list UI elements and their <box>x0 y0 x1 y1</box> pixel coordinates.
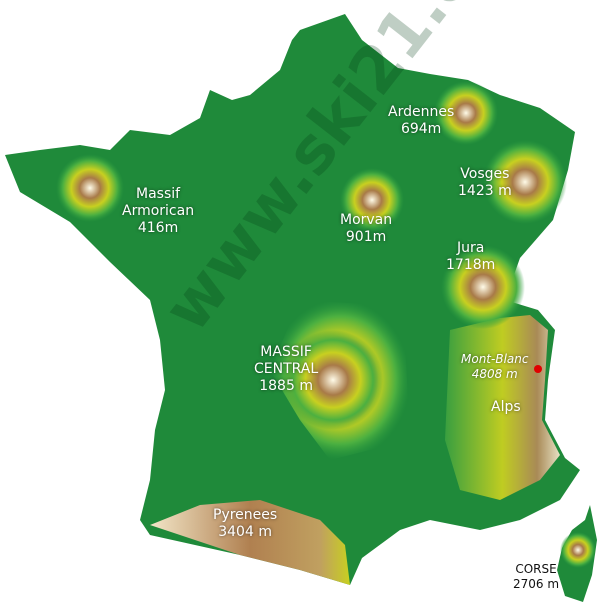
region-altitude: 1423 m <box>458 183 512 199</box>
ardennes-relief <box>434 81 498 145</box>
peak-name: Mont-Blanc <box>461 352 529 366</box>
corse-relief <box>560 532 596 568</box>
label-corse: CORSE 2706 m <box>513 562 559 592</box>
label-vosges: Vosges 1423 m <box>458 166 512 200</box>
region-altitude: 3404 m <box>218 524 272 540</box>
mont-blanc-marker <box>534 365 542 373</box>
region-altitude: 694m <box>400 121 442 137</box>
armorican-relief <box>56 154 124 222</box>
label-armorican: Massif Armorican 416m <box>122 186 194 237</box>
label-alps: Alps <box>491 399 521 416</box>
region-name: Massif <box>136 186 181 202</box>
region-name: MASSIF <box>260 344 312 360</box>
jura-relief <box>441 245 525 329</box>
label-massif-central: MASSIF CENTRAL 1885 m <box>254 344 318 395</box>
massif-central-peak <box>283 330 383 430</box>
label-morvan: Morvan 901m <box>340 212 392 246</box>
region-altitude: 416m <box>137 220 179 236</box>
pyrenees-relief <box>150 500 350 585</box>
label-pyrenees: Pyrenees 3404 m <box>213 507 277 541</box>
region-altitude: 2706 m <box>513 577 560 591</box>
region-name: Vosges <box>460 166 510 182</box>
label-mont-blanc: Mont-Blanc 4808 m <box>461 352 528 382</box>
region-name: Pyrenees <box>213 507 278 523</box>
label-ardennes: Ardennes 694m <box>388 104 454 138</box>
region-name: CORSE <box>515 562 557 576</box>
france-mainland <box>5 14 580 585</box>
region-name: Alps <box>491 399 521 415</box>
region-name: Ardennes <box>388 104 455 120</box>
peak-altitude: 4808 m <box>471 367 518 381</box>
region-name: CENTRAL <box>254 361 319 377</box>
region-name: Morvan <box>340 212 393 228</box>
region-name: Armorican <box>122 203 195 219</box>
vosges-relief <box>483 140 567 224</box>
label-jura: Jura 1718m <box>446 240 495 274</box>
region-altitude: 901m <box>345 229 387 245</box>
region-altitude: 1718m <box>446 257 496 273</box>
morvan-relief <box>340 168 404 232</box>
alps-relief <box>445 315 560 500</box>
region-altitude: 1885 m <box>259 378 313 394</box>
region-name: Jura <box>456 240 485 256</box>
